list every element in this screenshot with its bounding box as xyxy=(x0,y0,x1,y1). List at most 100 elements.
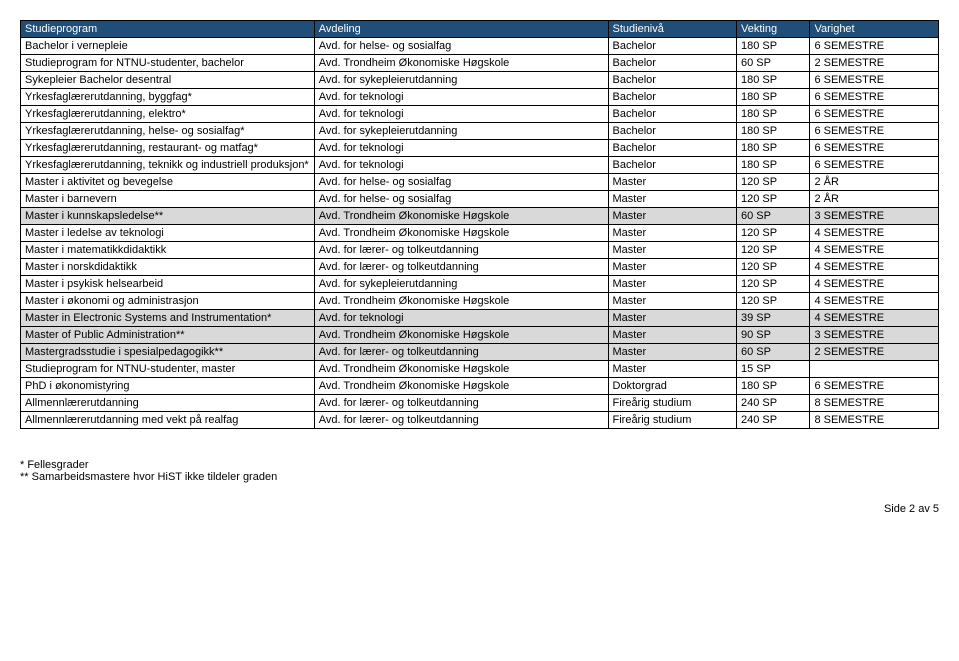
table-cell: Yrkesfaglærerutdanning, byggfag* xyxy=(21,89,315,106)
table-cell: Master xyxy=(608,259,737,276)
table-cell: Avd. Trondheim Økonomiske Høgskole xyxy=(314,208,608,225)
table-cell: 2 SEMESTRE xyxy=(810,344,939,361)
table-row: Yrkesfaglærerutdanning, helse- og sosial… xyxy=(21,123,939,140)
table-cell: 3 SEMESTRE xyxy=(810,327,939,344)
footnotes: * Fellesgrader ** Samarbeidsmastere hvor… xyxy=(20,459,939,483)
table-cell: Master xyxy=(608,174,737,191)
table-cell: 6 SEMESTRE xyxy=(810,140,939,157)
table-cell: 6 SEMESTRE xyxy=(810,38,939,55)
table-cell: 6 SEMESTRE xyxy=(810,89,939,106)
table-cell: Mastergradsstudie i spesialpedagogikk** xyxy=(21,344,315,361)
table-cell: Studieprogram for NTNU-studenter, bachel… xyxy=(21,55,315,72)
table-cell: 120 SP xyxy=(737,242,810,259)
table-cell: 90 SP xyxy=(737,327,810,344)
table-cell: Allmennlærerutdanning med vekt på realfa… xyxy=(21,412,315,429)
table-cell: 4 SEMESTRE xyxy=(810,310,939,327)
table-cell: 180 SP xyxy=(737,157,810,174)
table-cell: 120 SP xyxy=(737,174,810,191)
table-cell: Avd. for helse- og sosialfag xyxy=(314,38,608,55)
table-cell: 180 SP xyxy=(737,123,810,140)
table-cell: Master of Public Administration** xyxy=(21,327,315,344)
table-cell: 4 SEMESTRE xyxy=(810,242,939,259)
table-cell: Avd. Trondheim Økonomiske Høgskole xyxy=(314,361,608,378)
header-studieprogram: Studieprogram xyxy=(21,21,315,38)
table-cell: 180 SP xyxy=(737,140,810,157)
table-cell: PhD i økonomistyring xyxy=(21,378,315,395)
table-cell: 120 SP xyxy=(737,225,810,242)
table-cell: 180 SP xyxy=(737,38,810,55)
table-cell: 6 SEMESTRE xyxy=(810,72,939,89)
table-cell: Avd. for helse- og sosialfag xyxy=(314,191,608,208)
table-cell: 2 ÅR xyxy=(810,191,939,208)
table-row: Master i aktivitet og bevegelseAvd. for … xyxy=(21,174,939,191)
header-vekting: Vekting xyxy=(737,21,810,38)
table-cell: Master xyxy=(608,191,737,208)
table-row: Master i barnevernAvd. for helse- og sos… xyxy=(21,191,939,208)
table-row: Master i psykisk helsearbeidAvd. for syk… xyxy=(21,276,939,293)
table-row: Master of Public Administration**Avd. Tr… xyxy=(21,327,939,344)
table-cell: 3 SEMESTRE xyxy=(810,208,939,225)
table-cell: 4 SEMESTRE xyxy=(810,225,939,242)
footnote-2: ** Samarbeidsmastere hvor HiST ikke tild… xyxy=(20,471,939,483)
table-cell: 120 SP xyxy=(737,293,810,310)
table-cell: Avd. for teknologi xyxy=(314,310,608,327)
table-row: Allmennlærerutdanning med vekt på realfa… xyxy=(21,412,939,429)
table-cell: 2 ÅR xyxy=(810,174,939,191)
table-cell: 6 SEMESTRE xyxy=(810,157,939,174)
table-cell: 8 SEMESTRE xyxy=(810,412,939,429)
table-cell: Yrkesfaglærerutdanning, helse- og sosial… xyxy=(21,123,315,140)
table-cell: 240 SP xyxy=(737,412,810,429)
table-cell xyxy=(810,361,939,378)
table-row: Yrkesfaglærerutdanning, restaurant- og m… xyxy=(21,140,939,157)
table-cell: Master i norskdidaktikk xyxy=(21,259,315,276)
table-cell: Avd. Trondheim Økonomiske Høgskole xyxy=(314,293,608,310)
table-cell: Master i psykisk helsearbeid xyxy=(21,276,315,293)
table-cell: Master i økonomi og administrasjon xyxy=(21,293,315,310)
table-cell: 4 SEMESTRE xyxy=(810,259,939,276)
table-cell: 4 SEMESTRE xyxy=(810,293,939,310)
table-cell: Bachelor xyxy=(608,55,737,72)
table-cell: Sykepleier Bachelor desentral xyxy=(21,72,315,89)
table-row: Yrkesfaglærerutdanning, teknikk og indus… xyxy=(21,157,939,174)
table-cell: Fireårig studium xyxy=(608,395,737,412)
table-cell: Master i kunnskapsledelse** xyxy=(21,208,315,225)
table-cell: 6 SEMESTRE xyxy=(810,123,939,140)
table-cell: 39 SP xyxy=(737,310,810,327)
table-row: Yrkesfaglærerutdanning, byggfag*Avd. for… xyxy=(21,89,939,106)
header-studieniva: Studienivå xyxy=(608,21,737,38)
program-table: Studieprogram Avdeling Studienivå Vektin… xyxy=(20,20,939,429)
table-cell: Avd. Trondheim Økonomiske Høgskole xyxy=(314,55,608,72)
table-row: Master i ledelse av teknologiAvd. Trondh… xyxy=(21,225,939,242)
table-cell: Avd. for teknologi xyxy=(314,89,608,106)
table-cell: Avd. Trondheim Økonomiske Høgskole xyxy=(314,327,608,344)
table-cell: Bachelor xyxy=(608,140,737,157)
table-cell: Avd. for teknologi xyxy=(314,157,608,174)
table-cell: Avd. for teknologi xyxy=(314,140,608,157)
table-row: AllmennlærerutdanningAvd. for lærer- og … xyxy=(21,395,939,412)
table-row: Bachelor i vernepleieAvd. for helse- og … xyxy=(21,38,939,55)
table-cell: 15 SP xyxy=(737,361,810,378)
table-cell: Avd. for lærer- og tolkeutdanning xyxy=(314,395,608,412)
table-cell: Bachelor xyxy=(608,106,737,123)
table-cell: Bachelor xyxy=(608,38,737,55)
table-cell: Avd. for lærer- og tolkeutdanning xyxy=(314,412,608,429)
table-cell: Master i matematikkdidaktikk xyxy=(21,242,315,259)
table-cell: 4 SEMESTRE xyxy=(810,276,939,293)
table-cell: Avd. Trondheim Økonomiske Høgskole xyxy=(314,378,608,395)
table-row: Master i kunnskapsledelse**Avd. Trondhei… xyxy=(21,208,939,225)
table-cell: 180 SP xyxy=(737,378,810,395)
page-number: Side 2 av 5 xyxy=(20,503,939,515)
table-cell: Avd. for lærer- og tolkeutdanning xyxy=(314,344,608,361)
table-cell: Yrkesfaglærerutdanning, teknikk og indus… xyxy=(21,157,315,174)
table-cell: Master xyxy=(608,361,737,378)
table-cell: 120 SP xyxy=(737,276,810,293)
table-cell: 180 SP xyxy=(737,89,810,106)
table-cell: Master in Electronic Systems and Instrum… xyxy=(21,310,315,327)
table-cell: Studieprogram for NTNU-studenter, master xyxy=(21,361,315,378)
table-cell: 60 SP xyxy=(737,55,810,72)
table-cell: Bachelor i vernepleie xyxy=(21,38,315,55)
table-cell: Avd. for helse- og sosialfag xyxy=(314,174,608,191)
table-cell: Avd. for sykepleierutdanning xyxy=(314,72,608,89)
table-header-row: Studieprogram Avdeling Studienivå Vektin… xyxy=(21,21,939,38)
table-cell: Avd. for lærer- og tolkeutdanning xyxy=(314,259,608,276)
